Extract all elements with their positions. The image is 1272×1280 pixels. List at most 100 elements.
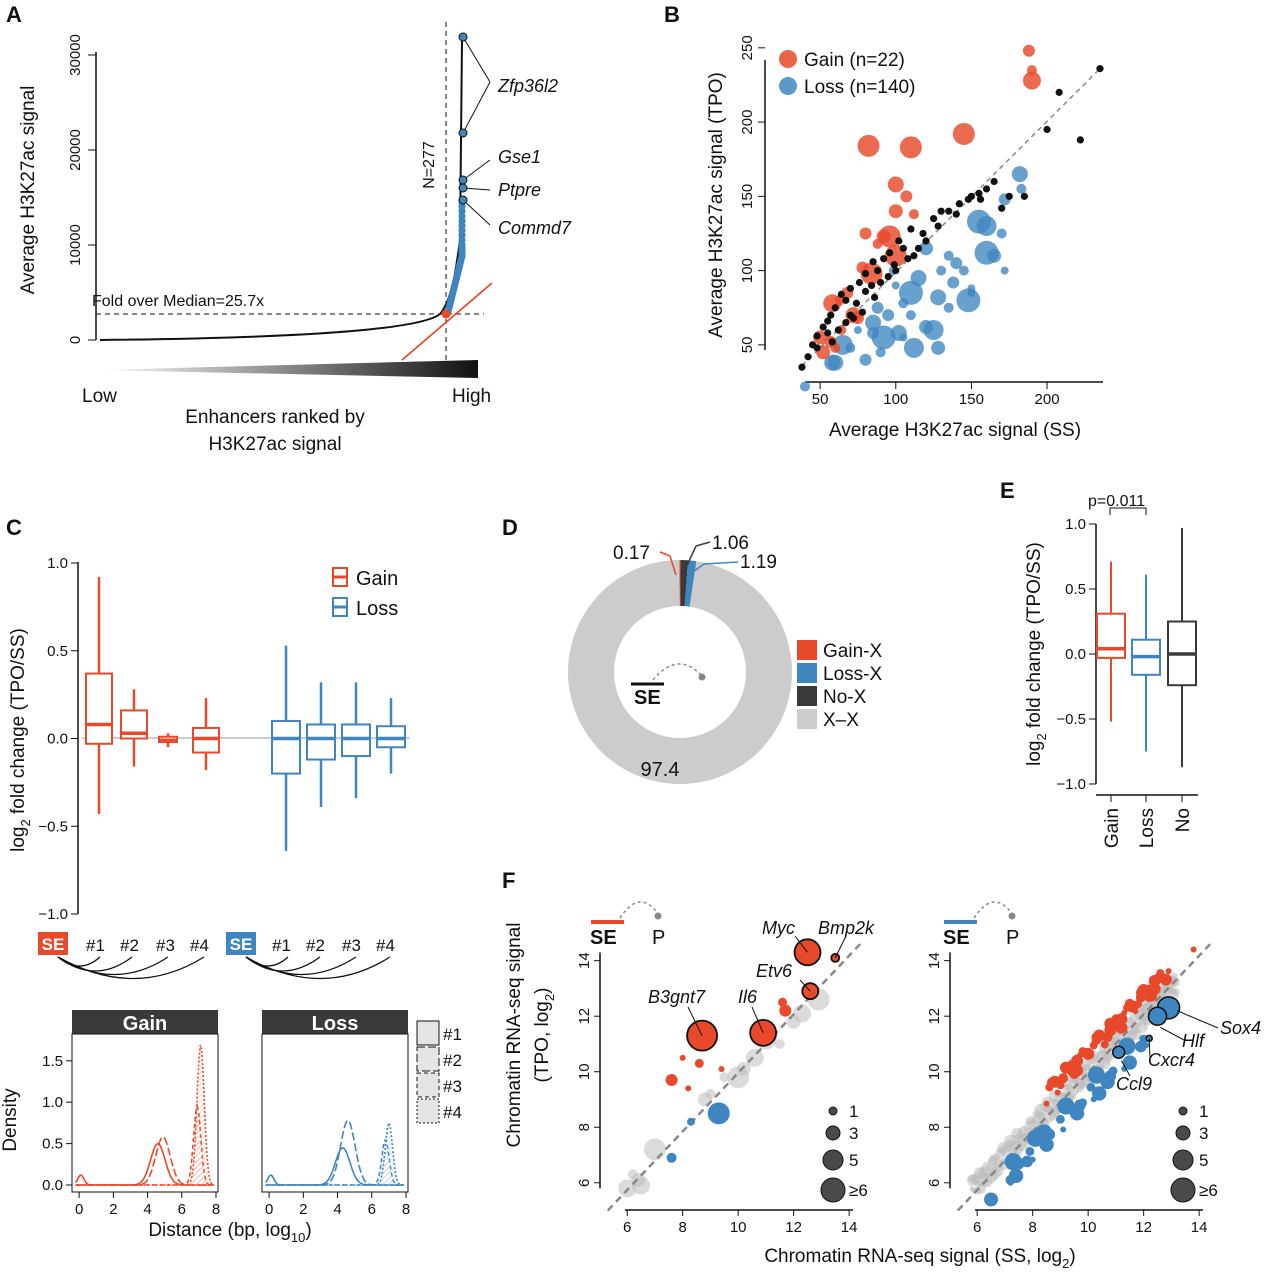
callout — [1148, 1038, 1151, 1059]
gain-point — [1124, 1001, 1135, 1012]
c-se-gain-diagram: SE #1 #2 #3 #4 — [38, 932, 209, 980]
tick-30000: 30000 — [67, 34, 84, 76]
hash-1: #1 — [86, 936, 105, 955]
donut-slice — [568, 560, 793, 784]
background-point — [1154, 1002, 1159, 1007]
y-tick-label: 0.0 — [1065, 646, 1086, 663]
no-change-point — [964, 195, 972, 203]
legend-label: X–X — [823, 710, 859, 731]
x-tick-label: 6 — [178, 1201, 186, 1218]
gene-sox4: Sox4 — [1220, 1018, 1261, 1038]
loss-point — [853, 326, 862, 335]
background-point — [719, 1072, 730, 1083]
gain-point — [888, 204, 903, 219]
box — [306, 723, 336, 761]
no-change-point — [990, 177, 998, 186]
no-change-point — [877, 278, 885, 287]
no-change-point — [842, 318, 850, 327]
panel-a: A Average H3K27ac signal 0 10000 20000 3… — [6, 2, 572, 455]
x-tick-label: 12 — [1135, 1219, 1152, 1236]
background-point — [643, 1138, 666, 1161]
gain-point — [685, 1085, 692, 1092]
y-tick-label: 0.5 — [42, 1136, 63, 1153]
loss-point — [974, 240, 999, 265]
no-change-point — [869, 258, 877, 266]
f-right-se-inset: SE P — [943, 901, 1019, 949]
hash-4: #4 — [376, 936, 395, 955]
hash-2: #2 — [306, 936, 325, 955]
gain-point — [878, 225, 901, 248]
background-point — [1129, 1013, 1138, 1022]
y-tick-label: −0.5 — [1056, 711, 1086, 728]
background-point — [745, 1048, 764, 1067]
gain-point — [1100, 1040, 1109, 1049]
panel-e-boxes — [1096, 527, 1197, 768]
background-point — [972, 1174, 985, 1187]
y-tick-label: 1.5 — [42, 1053, 63, 1070]
x-tick-label: 6 — [623, 1219, 631, 1236]
loss-point — [666, 1152, 677, 1163]
y-tick-label: 0.0 — [47, 731, 68, 748]
facet-gain-title: Gain — [123, 1013, 167, 1035]
gain-point — [908, 209, 919, 220]
no-change-point — [1005, 192, 1013, 200]
no-change-point — [874, 267, 882, 275]
gain-point — [665, 1074, 678, 1087]
y-tick-label: 8 — [576, 1123, 593, 1131]
callout — [834, 935, 847, 959]
gain-point — [952, 122, 975, 145]
loss-point — [891, 281, 900, 290]
background-point — [1011, 1135, 1016, 1140]
panel-e-label: E — [1000, 478, 1015, 503]
legend-swatch — [797, 663, 817, 683]
y-tick-label: 1.0 — [47, 555, 68, 572]
background-point — [1034, 1103, 1047, 1116]
x-tick-label: 14 — [1191, 1219, 1208, 1236]
panel-c: C −1.0 −0.5 0.0 0.5 1.0 log2 fold change (TP… — [0, 515, 462, 1245]
size-legend-label: ≥6 — [849, 1181, 868, 1200]
y-tick-label: 100 — [739, 258, 756, 283]
x-tick-label: 10 — [1080, 1219, 1097, 1236]
loss-point — [936, 265, 947, 276]
f-left-p: P — [652, 927, 665, 949]
donut-chart — [568, 560, 793, 784]
y-tick-label: 14 — [576, 952, 593, 969]
labeled-point — [1111, 1045, 1126, 1060]
no-change-point — [819, 323, 827, 331]
point-ptpre — [458, 183, 468, 193]
loss-point — [903, 337, 924, 358]
background-point — [1172, 988, 1181, 997]
loss-point — [976, 216, 997, 237]
no-change-point — [890, 261, 898, 269]
loss-point — [1016, 183, 1027, 194]
f-left-plot: 6 8 10 12 14 6 8 10 12 14 1 3 5 ≥6 — [576, 935, 868, 1236]
box — [271, 719, 301, 775]
gain-point — [1165, 968, 1172, 975]
background-point — [982, 1161, 989, 1168]
density-fill — [75, 1044, 215, 1185]
background-point — [973, 1172, 978, 1177]
hash-3: #3 — [342, 936, 361, 955]
hash-1: #1 — [272, 936, 291, 955]
size-legend-circle — [822, 1149, 844, 1171]
loss-point — [919, 241, 934, 256]
panel-b-yticks: 50 100 150 200 250 — [739, 35, 765, 353]
density-curve — [75, 1104, 214, 1186]
size-legend-circle — [1172, 1149, 1194, 1171]
y-tick-label: 0.5 — [47, 643, 68, 660]
no-change-point — [798, 363, 806, 371]
background-point — [1052, 1098, 1059, 1105]
no-change-point — [1043, 125, 1051, 134]
panel-d: D 0.17 1.06 1.19 97.4 SE Gain-XLoss-XNo-… — [502, 515, 882, 784]
no-change-point — [842, 296, 850, 304]
no-change-point — [870, 293, 879, 301]
gain-point — [899, 136, 922, 159]
gain-point — [779, 1004, 792, 1017]
gain-point — [778, 997, 788, 1007]
gene-ptpre: Ptpre — [498, 180, 541, 200]
gene-b3gnt7: B3gnt7 — [648, 987, 706, 1007]
size-legend-circle — [820, 1177, 846, 1203]
x-tick-label: 150 — [959, 391, 984, 408]
